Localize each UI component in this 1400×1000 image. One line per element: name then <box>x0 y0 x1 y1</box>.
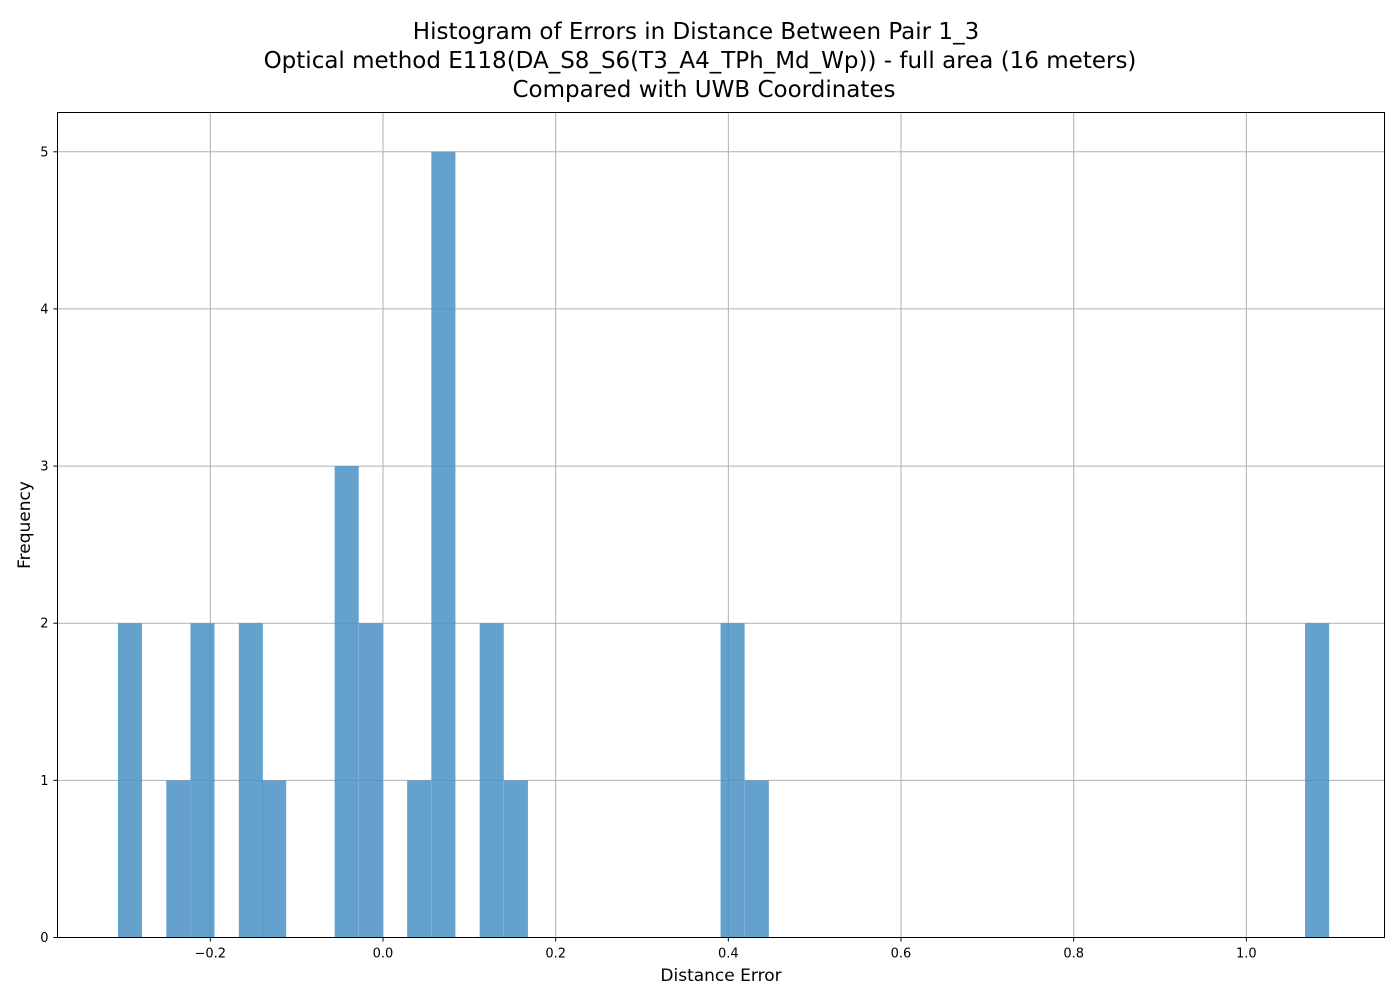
histogram-bar <box>166 780 191 938</box>
axis-ticks: −0.2 0.0 0.2 0.4 0.6 0.8 1.0 0 1 2 3 4 5 <box>40 145 1256 961</box>
x-tick-label: 0.2 <box>545 947 566 962</box>
histogram-bar <box>117 623 143 938</box>
histogram-bar <box>720 623 745 938</box>
histogram-bar <box>190 623 215 938</box>
histogram-bars <box>117 151 1330 938</box>
y-tick-label: 1 <box>40 774 48 789</box>
x-tick-label: 1.0 <box>1236 947 1257 962</box>
x-tick-label: 0.6 <box>891 947 912 962</box>
chart-title-line-2: Optical method E118(DA_S8_S6(T3_A4_TPh_M… <box>264 48 1137 74</box>
histogram-bar <box>238 623 263 938</box>
x-tick-label: 0.8 <box>1063 947 1084 962</box>
histogram-bar <box>503 780 528 938</box>
histogram-bar <box>1305 623 1330 938</box>
x-axis-label: Distance Error <box>660 966 781 986</box>
y-tick-label: 2 <box>40 617 48 632</box>
x-tick-label: 0.4 <box>718 947 739 962</box>
y-tick-label: 3 <box>40 460 48 475</box>
x-tick-label: −0.2 <box>195 947 227 962</box>
histogram-bar <box>744 780 769 938</box>
histogram-bar <box>262 780 287 938</box>
chart-title-line-3: Compared with UWB Coordinates <box>512 77 895 103</box>
histogram-bar <box>358 623 383 938</box>
x-tick-label: 0.0 <box>373 947 394 962</box>
histogram-bar <box>431 151 456 938</box>
y-axis-label: Frequency <box>15 481 35 569</box>
plot-frame <box>57 112 1385 938</box>
y-tick-label: 0 <box>40 931 48 946</box>
histogram-bar <box>407 780 432 938</box>
histogram-bar <box>334 466 359 938</box>
y-tick-label: 5 <box>40 145 48 160</box>
histogram-bar <box>479 623 504 938</box>
chart-title-line-1: Histogram of Errors in Distance Between … <box>413 19 979 45</box>
y-tick-label: 4 <box>40 302 48 317</box>
